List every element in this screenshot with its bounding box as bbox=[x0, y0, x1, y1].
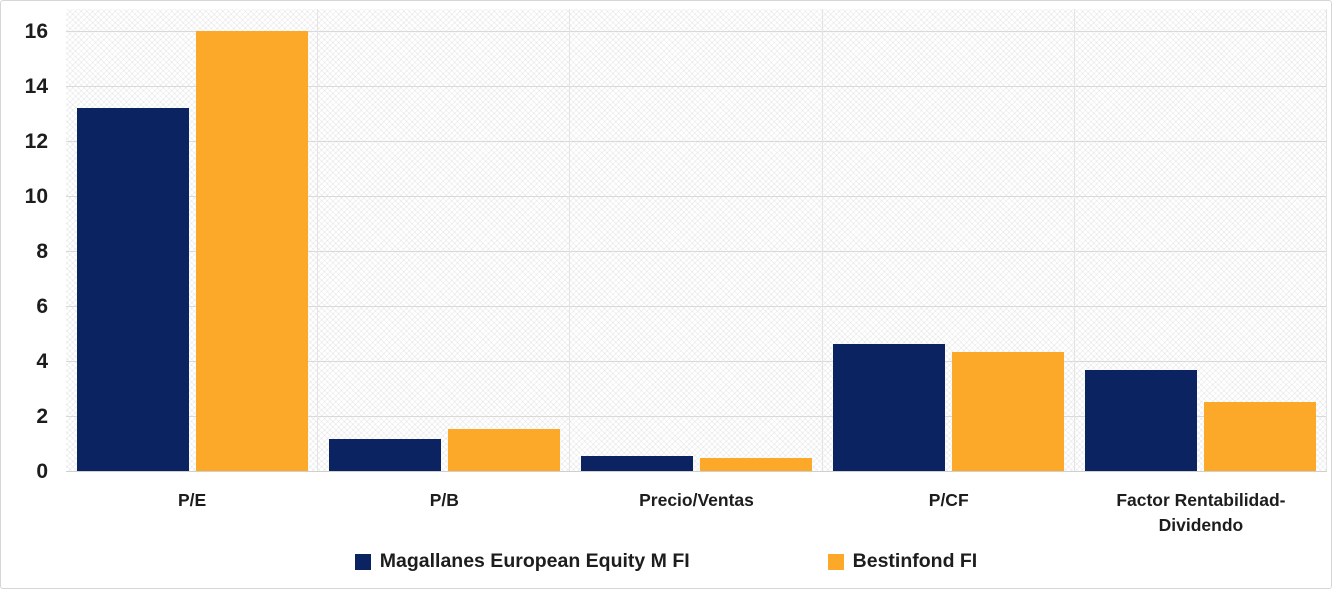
bar bbox=[952, 352, 1065, 472]
legend-item: Magallanes European Equity M FI bbox=[354, 550, 690, 573]
horizontal-gridline bbox=[66, 86, 1327, 87]
x-axis-category-label: P/E bbox=[177, 490, 207, 510]
horizontal-gridline bbox=[66, 251, 1327, 252]
bar-group bbox=[66, 9, 318, 472]
bar-group bbox=[823, 9, 1075, 472]
bar bbox=[195, 30, 308, 472]
horizontal-gridline bbox=[66, 306, 1327, 307]
vertical-gridline bbox=[569, 9, 571, 472]
vertical-gridline bbox=[821, 9, 823, 472]
x-axis-line bbox=[66, 471, 1327, 472]
bar bbox=[447, 429, 560, 472]
vertical-gridline bbox=[1326, 9, 1327, 472]
legend: Magallanes European Equity M FI Bestinfon… bbox=[1, 550, 1331, 573]
bar-group bbox=[570, 9, 822, 472]
horizontal-gridline bbox=[66, 416, 1327, 417]
bar bbox=[581, 455, 693, 472]
legend-label: Bestinfond FI bbox=[852, 550, 978, 572]
y-tick-label: 0 bbox=[36, 460, 48, 483]
plot-area bbox=[66, 9, 1327, 472]
legend-label: Magallanes European Equity M FI bbox=[379, 550, 690, 572]
bar bbox=[700, 458, 812, 472]
bar bbox=[833, 344, 946, 472]
y-tick-label: 8 bbox=[36, 240, 48, 263]
horizontal-gridline bbox=[66, 31, 1327, 32]
x-axis-category-label: P/CF bbox=[928, 490, 969, 510]
x-axis: P/E P/B Precio/Ventas P/CF Factor Rentabilid… bbox=[66, 488, 1327, 539]
vertical-gridline bbox=[317, 9, 319, 472]
bar bbox=[1204, 401, 1317, 472]
y-tick-label: 6 bbox=[36, 295, 48, 318]
x-axis-category-label: Factor Rentabilidad-Dividendo bbox=[1116, 490, 1286, 536]
horizontal-gridline bbox=[66, 196, 1327, 197]
vertical-gridline bbox=[1073, 9, 1075, 472]
bar-group bbox=[318, 9, 570, 472]
x-axis-category-label: P/B bbox=[429, 490, 459, 510]
y-tick-label: 14 bbox=[24, 75, 48, 98]
horizontal-gridline bbox=[66, 141, 1327, 142]
y-tick-label: 12 bbox=[24, 130, 48, 153]
y-tick-label: 4 bbox=[36, 350, 48, 373]
legend-swatch bbox=[354, 553, 371, 570]
y-tick-label: 16 bbox=[24, 20, 48, 43]
bar-group bbox=[1075, 9, 1327, 472]
bar-groups bbox=[66, 9, 1327, 472]
y-axis: 0 2 4 6 8 10 12 14 16 bbox=[1, 1, 49, 588]
bar bbox=[328, 439, 441, 472]
y-tick-label: 10 bbox=[24, 185, 48, 208]
bar bbox=[76, 107, 189, 472]
horizontal-gridline bbox=[66, 361, 1327, 362]
x-axis-category-label: Precio/Ventas bbox=[639, 490, 754, 510]
legend-swatch bbox=[827, 553, 844, 570]
legend-item: Bestinfond FI bbox=[827, 550, 978, 573]
y-tick-label: 2 bbox=[36, 405, 48, 428]
bar bbox=[1085, 370, 1198, 472]
